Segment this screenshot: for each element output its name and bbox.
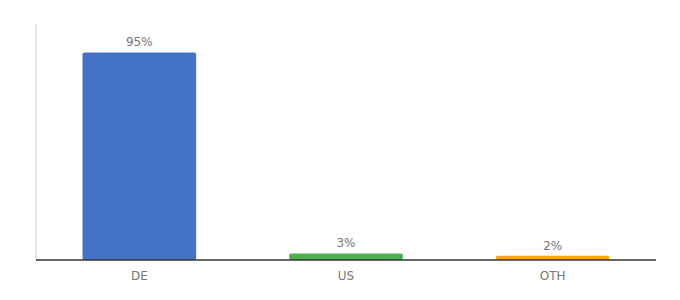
bar	[83, 52, 197, 260]
y-axis-line	[36, 24, 37, 260]
data-label: 3%	[336, 236, 355, 250]
chart: DE US OTH 95% 3% 2%	[0, 0, 680, 300]
data-label: 2%	[543, 239, 562, 253]
bars	[83, 52, 610, 260]
bar	[289, 253, 403, 260]
data-label: 95%	[126, 35, 153, 49]
chart-container: DE US OTH 95% 3% 2%	[0, 0, 680, 300]
x-tick-label: US	[338, 269, 354, 283]
x-tick-label: OTH	[540, 269, 566, 283]
x-tick-label: DE	[131, 269, 148, 283]
x-axis-line	[36, 259, 656, 261]
